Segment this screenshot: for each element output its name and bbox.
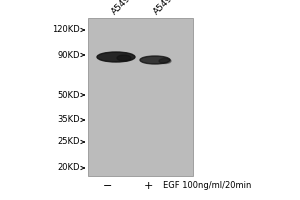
Bar (88, 18, 193, 176)
Ellipse shape (97, 52, 135, 62)
Text: 120KD: 120KD (52, 25, 80, 34)
Text: 35KD: 35KD (57, 116, 80, 124)
Text: 25KD: 25KD (58, 138, 80, 146)
Text: +: + (143, 181, 153, 191)
Text: A549: A549 (152, 0, 175, 16)
Text: EGF 100ng/ml/20min: EGF 100ng/ml/20min (163, 182, 251, 190)
Text: 20KD: 20KD (58, 164, 80, 172)
Ellipse shape (159, 58, 171, 64)
Text: 50KD: 50KD (58, 90, 80, 99)
Text: −: − (103, 181, 113, 191)
Ellipse shape (140, 56, 170, 64)
Ellipse shape (117, 55, 131, 61)
Text: 90KD: 90KD (58, 50, 80, 60)
Text: A549: A549 (110, 0, 133, 16)
